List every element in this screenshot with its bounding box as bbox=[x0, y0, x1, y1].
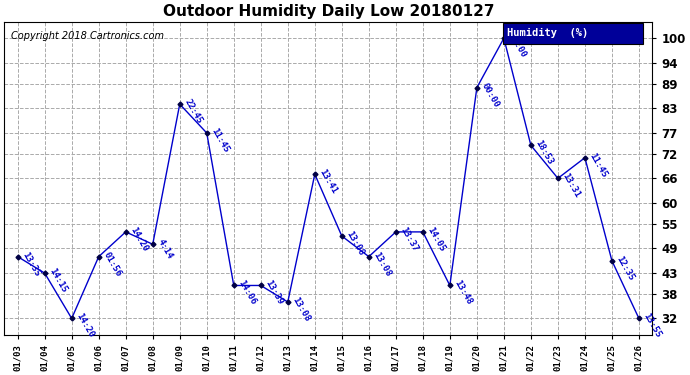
Text: 13:48: 13:48 bbox=[453, 279, 474, 307]
Text: 4:14: 4:14 bbox=[155, 238, 174, 261]
Text: Humidity  (%): Humidity (%) bbox=[506, 28, 588, 38]
Text: 18:53: 18:53 bbox=[533, 139, 555, 166]
Text: 13:35: 13:35 bbox=[21, 250, 41, 278]
Text: 14:20: 14:20 bbox=[128, 225, 150, 253]
Text: 13:41: 13:41 bbox=[317, 168, 339, 195]
Text: 13:39: 13:39 bbox=[264, 279, 285, 307]
Text: 01:56: 01:56 bbox=[101, 250, 123, 278]
Text: 13:08: 13:08 bbox=[344, 230, 366, 257]
Text: 13:08: 13:08 bbox=[371, 250, 393, 278]
Text: 11:45: 11:45 bbox=[588, 151, 609, 179]
Text: 11:45: 11:45 bbox=[210, 126, 230, 154]
Text: 14:06: 14:06 bbox=[237, 279, 257, 307]
Text: 14:05: 14:05 bbox=[426, 225, 446, 253]
Text: 12:35: 12:35 bbox=[615, 254, 636, 282]
Text: 13:08: 13:08 bbox=[290, 296, 312, 323]
Text: 13:37: 13:37 bbox=[399, 225, 420, 253]
Text: 00:00: 00:00 bbox=[506, 32, 528, 59]
Text: 00:00: 00:00 bbox=[480, 81, 501, 109]
Text: 14:20: 14:20 bbox=[75, 312, 96, 340]
Text: 14:15: 14:15 bbox=[48, 267, 68, 294]
Title: Outdoor Humidity Daily Low 20180127: Outdoor Humidity Daily Low 20180127 bbox=[163, 4, 494, 19]
Text: Copyright 2018 Cartronics.com: Copyright 2018 Cartronics.com bbox=[10, 31, 164, 41]
Text: 13:31: 13:31 bbox=[560, 172, 582, 200]
Text: 22:45: 22:45 bbox=[182, 98, 204, 125]
Text: 13:55: 13:55 bbox=[642, 312, 663, 340]
FancyBboxPatch shape bbox=[503, 23, 642, 44]
